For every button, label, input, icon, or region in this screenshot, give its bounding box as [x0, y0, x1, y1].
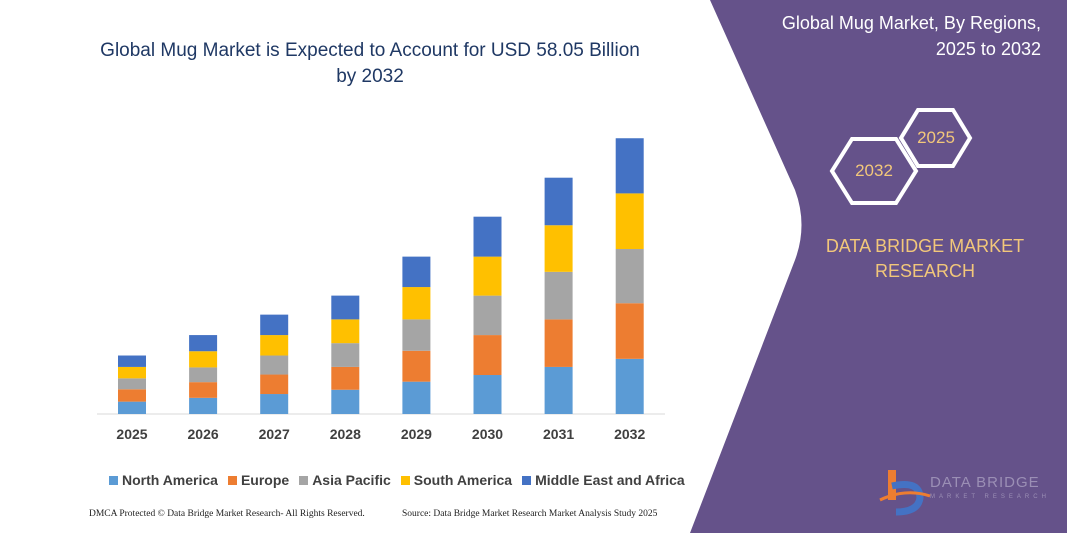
legend-swatch: [227, 475, 237, 485]
logo-text: DATA BRIDGE: [930, 474, 1040, 491]
bar-segment-2028-europe: [331, 366, 360, 390]
bar-segment-2025-asia-pacific: [118, 378, 146, 390]
legend-swatch: [522, 475, 532, 485]
legend-item: Middle East and Africa: [522, 472, 685, 488]
bar-segment-2025-north-america: [118, 401, 146, 414]
logo-mark-icon: [879, 470, 931, 516]
bar-segment-2026-europe: [189, 382, 218, 398]
x-tick-label: 2026: [188, 426, 219, 442]
bar-segment-2032-middle-east-and-africa: [615, 138, 644, 194]
x-tick-label: 2029: [401, 426, 432, 442]
bar-segment-2029-south-america: [402, 287, 431, 320]
bar-segment-2026-middle-east-and-africa: [189, 335, 218, 352]
x-tick-label: 2031: [543, 426, 574, 442]
legend-label: Asia Pacific: [312, 472, 391, 488]
legend-swatch: [299, 475, 309, 485]
bar-segment-2029-north-america: [402, 381, 431, 414]
legend-item: Asia Pacific: [299, 472, 391, 488]
bar-segment-2029-asia-pacific: [402, 319, 431, 351]
hex-label-2032: 2032: [855, 161, 893, 180]
x-tick-label: 2032: [614, 426, 645, 442]
bar-segment-2031-south-america: [544, 225, 573, 272]
bar-segment-2032-europe: [615, 303, 644, 359]
bar-segment-2026-north-america: [189, 397, 218, 414]
legend-label: Middle East and Africa: [535, 472, 685, 488]
brand-line2: RESEARCH: [874, 261, 976, 281]
bar-segment-2025-south-america: [118, 366, 146, 379]
hex-label-2025: 2025: [917, 128, 955, 147]
bar-segment-2028-middle-east-and-africa: [331, 295, 360, 320]
x-tick-label: 2028: [330, 426, 361, 442]
x-tick-label: 2027: [259, 426, 290, 442]
bar-segment-2025-middle-east-and-africa: [118, 355, 146, 367]
legend-label: Europe: [240, 472, 290, 488]
bar-segment-2029-europe: [402, 350, 431, 382]
hexagon-2025: [898, 108, 973, 168]
bar-segment-2029-middle-east-and-africa: [402, 256, 431, 288]
bar-segment-2027-middle-east-and-africa: [260, 314, 289, 336]
bar-segment-2026-asia-pacific: [189, 367, 218, 383]
bar-segment-2032-north-america: [615, 358, 644, 414]
side-title-line1: Global Mug Market, By Regions,: [781, 13, 1041, 33]
bar-segment-2032-south-america: [615, 193, 644, 250]
legend-swatch: [400, 475, 410, 485]
side-panel-title: Global Mug Market, By Regions, 2025 to 2…: [782, 10, 1041, 62]
bar-segment-2027-europe: [260, 374, 289, 395]
bar-segment-2030-asia-pacific: [473, 295, 502, 336]
bar-segment-2028-asia-pacific: [331, 343, 360, 367]
chart-title: Global Mug Market is Expected to Account…: [100, 40, 640, 87]
bar-segment-2027-north-america: [260, 394, 289, 414]
x-tick-label: 2025: [116, 426, 147, 442]
bar-segment-2025-europe: [118, 389, 146, 402]
logo-subtext: MARKET RESEARCH: [930, 494, 1050, 500]
bar-segment-2030-north-america: [473, 375, 502, 414]
hexagon-2032: [829, 137, 919, 205]
legend-swatch: [109, 475, 118, 485]
bar-segment-2031-north-america: [544, 366, 573, 414]
legend-label: North America: [122, 472, 218, 488]
legend-item: Europe: [227, 472, 290, 488]
bar-segment-2027-south-america: [260, 335, 289, 356]
bar-segment-2027-asia-pacific: [260, 355, 289, 375]
bar-segment-2030-europe: [473, 335, 502, 376]
brand-text: DATA BRIDGE MARKET RESEARCH: [800, 234, 1050, 284]
bar-segment-2028-north-america: [331, 389, 360, 414]
legend-item: South America: [400, 472, 513, 488]
brand-line1: DATA BRIDGE MARKET: [825, 236, 1025, 256]
legend-item: North America: [109, 472, 218, 488]
bar-segment-2030-south-america: [473, 256, 502, 296]
bar-segment-2031-asia-pacific: [544, 271, 573, 320]
footer-copyright: DMCA Protected © Data Bridge Market Rese…: [89, 509, 365, 519]
legend-label: South America: [413, 472, 513, 488]
x-tick-label: 2030: [472, 426, 503, 442]
bar-segment-2031-europe: [544, 319, 573, 367]
legend: North America Europe Asia Pacific South Ame…: [109, 472, 685, 488]
bar-segment-2030-middle-east-and-africa: [473, 216, 502, 257]
bar-segment-2028-south-america: [331, 319, 360, 344]
bar-segment-2031-middle-east-and-africa: [544, 177, 573, 226]
bar-segment-2032-asia-pacific: [615, 249, 644, 304]
footer-source: Source: Data Bridge Market Research Mark…: [402, 509, 658, 519]
bar-segment-2026-south-america: [189, 351, 218, 368]
side-title-line2: 2025 to 2032: [935, 39, 1041, 59]
